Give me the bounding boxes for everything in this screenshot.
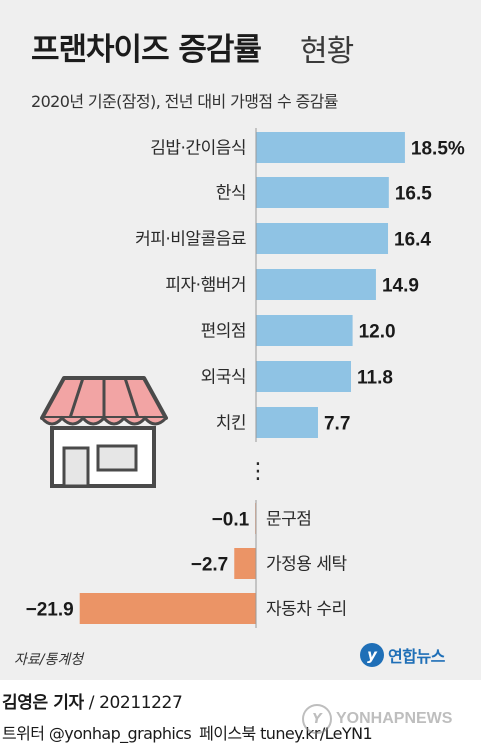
reporter-name: 김영은 기자 [2,693,84,713]
bar [256,361,351,392]
watermark: Y YONHAPNEWS [302,704,452,734]
value-label: 18.5% [411,139,465,160]
value-label: 12.0 [359,322,396,343]
category-label: 편의점 [201,322,246,342]
category-label: 자동차 수리 [266,600,347,620]
chart-title-suffix: 현황 [300,34,354,69]
publish-date: / 20211227 [88,693,183,713]
gap-marker-text: ⋮ [247,459,269,484]
category-label: 커피·비알콜음료 [135,230,246,250]
bar [256,315,353,346]
source-note: 자료/통계청 [14,652,84,668]
category-label: 김밥·간이음식 [150,139,246,159]
category-label: 가정용 세탁 [266,555,347,575]
watermark-icon: Y [302,704,332,734]
category-label: 한식 [216,184,246,204]
bar-chart: ⋮ 김밥·간이음식 18.5% 한식 16.5 커피·비알콜음료 16.4 피자·햄버거 14… [26,128,465,628]
reporter-credit: 김영은 기자 / 20211227 [2,688,183,713]
yonhap-logo-icon: y [360,643,384,667]
watermark-text: YONHAPNEWS [336,710,453,727]
value-label: 16.5 [395,184,432,205]
value-label: −21.9 [26,600,74,621]
value-label: 16.4 [394,230,431,251]
category-label: 문구점 [266,510,311,530]
category-label: 피자·햄버거 [165,276,246,296]
value-label: 14.9 [382,276,419,297]
bar [256,269,376,300]
social-credit: 트위터 @yonhap_graphics 페이스북 tuney.kr/LeYN1 [2,720,380,744]
yonhap-logo-text: 연합뉴스 [388,647,445,666]
facebook-link: 페이스북 tuney.kr/LeYN1 [199,724,373,743]
category-label: 외국식 [201,368,246,388]
bar [256,223,389,254]
bar [256,177,389,208]
category-label: 치킨 [216,414,246,434]
value-label: 7.7 [324,414,350,435]
bar [256,407,318,438]
chart-subtitle: 2020년 기준(잠정), 전년 대비 가맹점 수 증감률 [31,92,339,111]
value-label: −0.1 [212,510,250,531]
gap-marker: ⋮ [247,459,269,484]
store-icon [40,376,168,488]
value-label: −2.7 [191,555,229,576]
twitter-handle: 트위터 @yonhap_graphics [2,724,192,743]
chart-title: 프랜차이즈 증감률 [31,32,262,68]
bar [234,548,256,579]
bar [256,132,405,163]
yonhap-logo: y 연합뉴스 [360,641,445,669]
value-label: 11.8 [357,368,393,389]
bar [79,593,256,624]
